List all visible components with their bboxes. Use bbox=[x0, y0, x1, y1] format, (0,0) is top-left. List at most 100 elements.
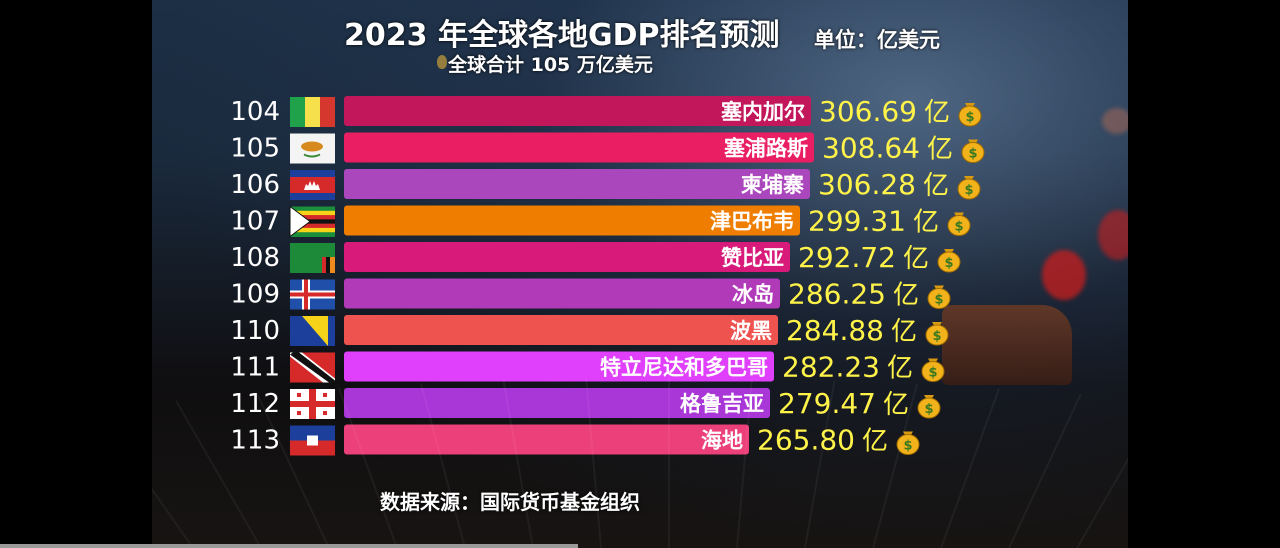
money-bag-body bbox=[937, 251, 961, 273]
country-label: 冰岛 bbox=[732, 283, 774, 307]
dollar-sign: $ bbox=[965, 110, 974, 125]
rank-label: 105 bbox=[230, 134, 280, 164]
flag-stripe bbox=[320, 97, 335, 127]
country-label: 格鲁吉亚 bbox=[680, 392, 764, 416]
flag-stripe bbox=[290, 425, 335, 441]
value-unit-label: 亿 bbox=[913, 208, 939, 238]
flag-stripe bbox=[322, 257, 326, 273]
money-bag-body bbox=[921, 361, 945, 382]
flag-small-cross bbox=[297, 393, 301, 397]
flag-stripe bbox=[290, 219, 335, 225]
value-label: 308.64 bbox=[822, 132, 920, 165]
unit-label: 单位：亿美元 bbox=[814, 28, 940, 52]
balloon-icon bbox=[437, 55, 447, 69]
flag-stripe bbox=[290, 232, 335, 237]
flag-stripe bbox=[290, 215, 335, 220]
value-unit-label: 亿 bbox=[891, 317, 917, 347]
dollar-sign: $ bbox=[968, 147, 977, 162]
rank-label: 104 bbox=[230, 97, 280, 127]
flag-icon bbox=[289, 205, 335, 238]
rank-label: 106 bbox=[230, 170, 280, 200]
rank-label: 108 bbox=[230, 243, 280, 273]
flag-icon bbox=[290, 243, 335, 273]
country-label: 津巴布韦 bbox=[710, 210, 794, 234]
value-unit-label: 亿 bbox=[924, 98, 950, 128]
flag-cross bbox=[304, 279, 308, 310]
bar bbox=[344, 96, 811, 126]
flag-small-cross bbox=[297, 411, 301, 415]
money-bag-icon: $ bbox=[927, 285, 951, 309]
value-unit-label: 亿 bbox=[887, 354, 913, 384]
money-bag-icon: $ bbox=[925, 322, 949, 346]
bokeh-light bbox=[1098, 210, 1128, 260]
bokeh-light bbox=[1102, 108, 1128, 134]
chart-row: 108 赞比亚 292.72 亿 $ bbox=[230, 241, 961, 274]
country-label: 海地 bbox=[701, 429, 743, 453]
dollar-sign: $ bbox=[934, 293, 943, 308]
flag-small-cross bbox=[323, 393, 327, 397]
money-bag-icon: $ bbox=[957, 176, 981, 200]
chart-row: 109 冰岛 286.25 亿 $ bbox=[230, 278, 951, 311]
value-unit-label: 亿 bbox=[903, 244, 929, 274]
flag-triangle bbox=[302, 316, 328, 346]
rank-label: 110 bbox=[230, 316, 280, 346]
money-bag-icon: $ bbox=[921, 358, 945, 382]
value-label: 292.72 bbox=[798, 241, 896, 274]
flag-stripe bbox=[290, 440, 335, 456]
bar bbox=[344, 278, 780, 309]
bar bbox=[344, 424, 749, 455]
bar bbox=[344, 351, 774, 382]
value-unit-label: 亿 bbox=[927, 135, 953, 165]
flag-icon bbox=[290, 279, 335, 310]
money-bag-icon: $ bbox=[947, 212, 971, 236]
flag-band bbox=[290, 352, 335, 383]
bar bbox=[344, 205, 800, 236]
flag-icon bbox=[290, 133, 335, 164]
value-label: 299.31 bbox=[808, 205, 906, 238]
chart-row: 107 津巴布韦 299.31 亿 $ bbox=[230, 205, 971, 238]
value-unit-label: 亿 bbox=[883, 390, 909, 420]
rank-label: 109 bbox=[230, 280, 280, 310]
country-label: 波黑 bbox=[730, 319, 772, 343]
flag-cross bbox=[309, 389, 316, 419]
money-bag-body bbox=[957, 178, 981, 200]
country-label: 特立尼达和多巴哥 bbox=[600, 356, 768, 380]
flag-cross bbox=[290, 292, 335, 297]
rank-label: 107 bbox=[230, 207, 280, 237]
value-label: 265.80 bbox=[757, 424, 855, 457]
value-label: 284.88 bbox=[786, 314, 884, 347]
dollar-sign: $ bbox=[964, 183, 973, 198]
flag-stripe bbox=[330, 257, 335, 273]
money-bag-icon: $ bbox=[958, 103, 982, 127]
rank-label: 112 bbox=[230, 389, 280, 419]
chart-subtitle: 全球合计 105 万亿美元 bbox=[448, 54, 653, 76]
bar-chart: 104 塞内加尔 306.69 亿 $105 塞浦路斯 308.64 亿 $106 柬埔寨 306.… bbox=[230, 95, 985, 457]
bar bbox=[344, 169, 810, 199]
money-bag-body bbox=[927, 288, 951, 309]
flag-stripe bbox=[290, 223, 335, 229]
chart-row: 112 格鲁吉亚 279.47 亿 $ bbox=[230, 387, 941, 420]
dollar-sign: $ bbox=[903, 439, 912, 454]
data-source: 数据来源：国际货币基金组织 bbox=[380, 490, 640, 514]
bokeh-light bbox=[1042, 250, 1086, 300]
country-label: 塞内加尔 bbox=[721, 100, 805, 124]
country-label: 塞浦路斯 bbox=[724, 137, 808, 161]
money-bag-body bbox=[896, 434, 920, 455]
flag-emblem bbox=[303, 153, 321, 158]
chart-row: 105 塞浦路斯 308.64 亿 $ bbox=[230, 132, 985, 165]
flag-icon bbox=[290, 425, 335, 456]
video-frame: 2023 年全球各地GDP排名预测 全球合计 105 万亿美元 单位：亿美元 1… bbox=[152, 0, 1128, 548]
flag-icon bbox=[290, 97, 335, 127]
money-bag-icon: $ bbox=[937, 249, 961, 273]
flag-triangle bbox=[289, 205, 311, 238]
progress-track bbox=[0, 544, 578, 548]
chart-row: 104 塞内加尔 306.69 亿 $ bbox=[230, 95, 982, 128]
flag-emblem bbox=[301, 141, 323, 152]
money-bag-body bbox=[947, 215, 971, 236]
bar bbox=[344, 132, 814, 163]
bar bbox=[344, 242, 790, 272]
dollar-sign: $ bbox=[944, 256, 953, 271]
money-bag-icon: $ bbox=[917, 395, 941, 419]
chart-row: 113 海地 265.80 亿 $ bbox=[230, 424, 920, 457]
value-label: 279.47 bbox=[778, 387, 876, 420]
